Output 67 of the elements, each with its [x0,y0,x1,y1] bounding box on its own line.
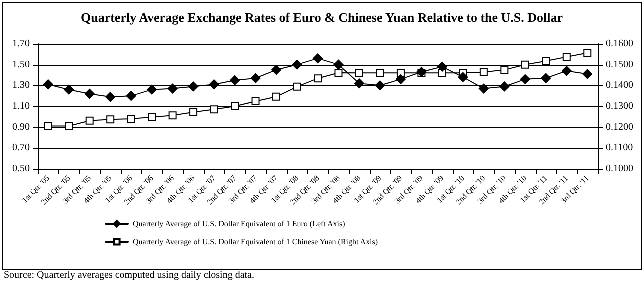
point [541,73,552,84]
point [293,82,302,91]
legend-label: Quarterly Average of U.S. Dollar Equivalent of 1 Chinese Yuan (Right Axis) [133,238,378,246]
point [84,89,95,99]
point [562,66,572,76]
point [334,60,344,70]
point [313,54,323,64]
point [355,69,364,78]
point [354,78,364,89]
y-tick-label: 0.70 [12,142,30,154]
point [480,68,488,76]
point [65,122,74,130]
chart-title: Quarterly Average Exchange Rates of Euro & Chinese Yuan Relative to the U.S. Dollar [80,10,564,25]
y-tick-label: 1.10 [12,101,30,112]
point [250,73,261,84]
point [478,84,489,94]
y-tick-label: 1.50 [12,59,30,70]
y-tick-label: 0.90 [12,122,30,133]
point [230,75,240,86]
point [168,84,178,94]
legend-label: Quarterly Average of U.S. Dollar Equivalent of 1 Euro (Left Axis) [133,220,346,228]
point [272,65,282,76]
point [188,82,199,92]
point [542,57,550,66]
point [148,113,156,122]
point [106,116,115,124]
point [43,80,54,90]
point [458,72,468,82]
point [292,60,302,70]
y2-tick-label: 0.1100 [606,142,634,154]
point [86,116,94,125]
point [190,108,198,116]
y2-tick-label: 0.1600 [606,38,634,50]
point [376,69,384,78]
point [520,74,530,84]
point [106,92,116,102]
point [272,92,281,101]
point [44,122,52,130]
point [562,53,571,62]
point [396,74,406,84]
point [521,60,530,69]
point [127,115,136,123]
point [437,62,448,72]
point [500,82,510,92]
point [168,112,177,120]
point [126,91,136,102]
point [231,102,240,110]
y-tick-label: 0.50 [12,164,30,174]
point [375,80,386,91]
y2-tick-label: 0.1300 [606,101,634,112]
y2-tick-label: 0.1200 [606,122,634,133]
point [584,49,592,58]
point [334,68,343,77]
y2-tick-label: 0.1400 [606,80,634,92]
y-tick-label: 1.30 [12,80,30,92]
point [252,98,260,106]
source-note: Source: Quarterly averages computed using daily closing data. [4,270,254,281]
point [500,66,509,74]
y2-tick-label: 0.1000 [606,164,634,174]
point [582,69,593,80]
point [210,106,218,114]
point [209,80,220,90]
point [314,74,322,83]
y2-tick-label: 0.1500 [606,59,634,70]
point [147,84,158,95]
y-tick-label: 1.70 [12,38,30,50]
point [64,84,74,95]
